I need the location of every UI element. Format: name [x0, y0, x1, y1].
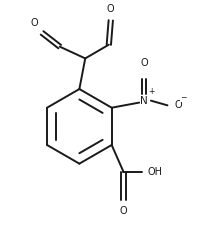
- Text: N: N: [140, 96, 148, 106]
- Text: O: O: [174, 100, 182, 110]
- Text: −: −: [180, 93, 186, 102]
- Text: O: O: [120, 206, 127, 216]
- Text: O: O: [107, 5, 115, 14]
- Text: OH: OH: [147, 167, 162, 177]
- Text: O: O: [140, 58, 148, 68]
- Text: +: +: [148, 87, 155, 96]
- Text: O: O: [30, 18, 38, 28]
